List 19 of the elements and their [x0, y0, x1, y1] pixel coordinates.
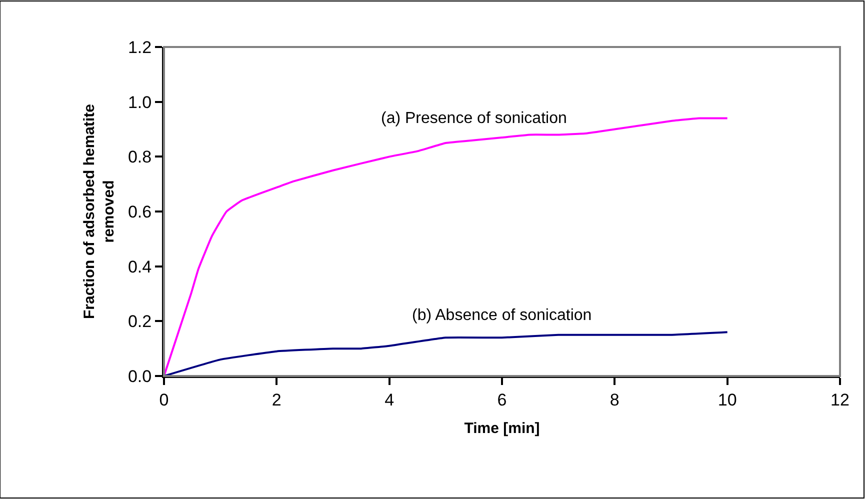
y-tick-label: 0.0	[128, 366, 152, 386]
x-axis-title: Time [min]	[464, 420, 540, 437]
series-label: (b) Absence of sonication	[412, 307, 592, 324]
y-tick-label: 0.2	[128, 312, 152, 332]
y-tick-label: 0.8	[128, 148, 152, 167]
x-tick-label: 0	[159, 390, 169, 410]
line-series	[164, 331, 728, 376]
y-tick-label: 1.0	[128, 92, 152, 112]
series-label: (a) Presence of sonication	[381, 110, 567, 127]
x-tick-label: 8	[610, 390, 620, 410]
y-axis-title: Fraction of adsorbed hematite removed	[81, 104, 118, 320]
x-tick-label: 4	[384, 390, 394, 410]
y-tick-label: 1.2	[128, 38, 152, 57]
x-tick-label: 2	[272, 390, 282, 410]
x-tick-label: 6	[497, 390, 507, 410]
y-tick-label: 0.4	[128, 257, 152, 276]
x-tick-label: 10	[718, 390, 737, 410]
x-tick-label: 12	[830, 390, 850, 410]
y-tick-label: 0.6	[128, 202, 152, 222]
